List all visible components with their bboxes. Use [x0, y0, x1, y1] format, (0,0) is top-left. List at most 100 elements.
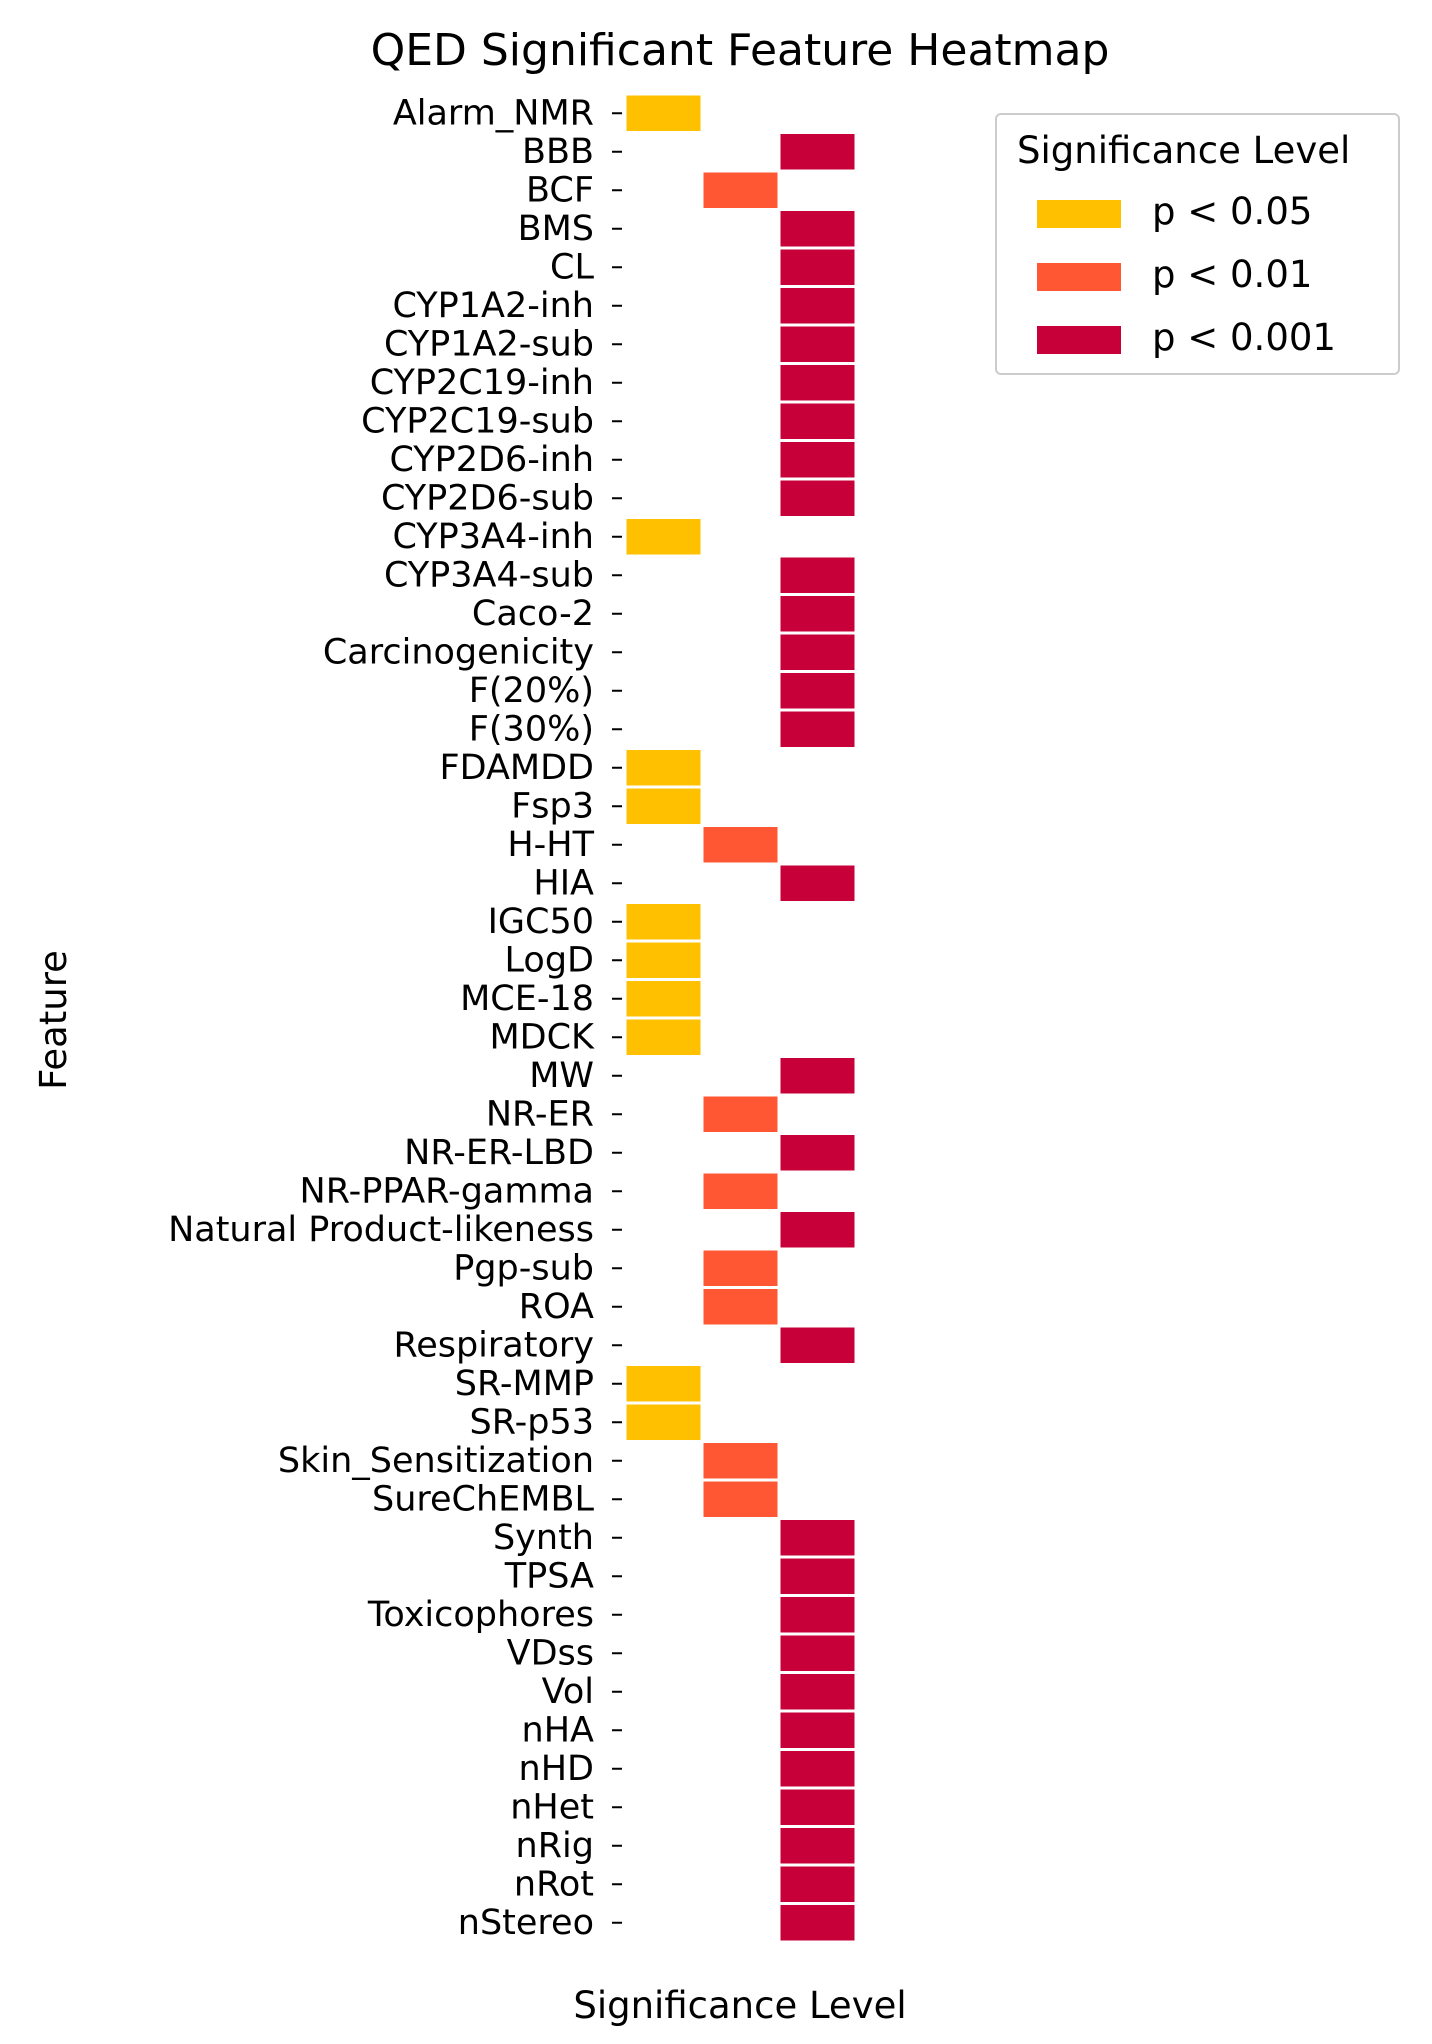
x-axis-label: Significance Level — [573, 1984, 906, 2027]
y-tick-label: TPSA — [504, 1556, 594, 1596]
y-tick-label: Alarm_NMR — [393, 93, 594, 133]
y-tick-label: Natural Product-likeness — [168, 1210, 594, 1250]
y-tick-label: CYP2D6-sub — [381, 478, 594, 518]
heatmap-cell — [777, 1902, 858, 1944]
y-tick-label: HIA — [533, 863, 594, 903]
y-tick-label: Carcinogenicity — [323, 632, 594, 672]
legend-swatch-p001 — [1037, 263, 1121, 291]
heatmap-cell — [777, 1786, 858, 1828]
heatmap-cell — [777, 131, 858, 173]
y-tick-label: CYP3A4-inh — [392, 517, 594, 557]
heatmap-cell — [777, 1324, 858, 1366]
heatmap-cell — [700, 1093, 781, 1135]
legend-label-p005: p < 0.05 — [1152, 190, 1313, 233]
y-tick-label: IGC50 — [488, 902, 594, 942]
y-tick-label: LogD — [505, 940, 594, 980]
heatmap-cell — [777, 362, 858, 404]
y-tick-label: BCF — [526, 170, 594, 210]
heatmap-cell — [777, 1594, 858, 1636]
y-tick-label: Synth — [493, 1518, 594, 1558]
heatmap-cell — [700, 1286, 781, 1328]
y-tick-label: CYP1A2-sub — [384, 324, 594, 364]
y-tick-label: Respiratory — [393, 1325, 594, 1365]
y-tick-label: BMS — [518, 209, 594, 249]
heatmap-cell — [700, 824, 781, 866]
heatmap-cell — [623, 747, 704, 789]
y-tick-label: CYP1A2-inh — [392, 286, 594, 326]
legend-title: Significance Level — [1017, 129, 1351, 172]
heatmap-cell — [777, 554, 858, 596]
heatmap-cell — [777, 208, 858, 250]
heatmap-cell — [623, 978, 704, 1020]
y-tick-label: ROA — [519, 1287, 594, 1327]
legend-label-p001: p < 0.01 — [1152, 253, 1313, 296]
y-tick-label: nRig — [516, 1826, 594, 1866]
heatmap-cell — [777, 400, 858, 442]
legend: Significance Level p < 0.05 p < 0.01 p <… — [995, 113, 1400, 375]
heatmap-cell — [623, 785, 704, 827]
heatmap-cell — [777, 285, 858, 327]
y-tick-label: CYP2D6-inh — [389, 440, 594, 480]
heatmap-cell — [777, 862, 858, 904]
y-tick-labels: Alarm_NMRBBBBCFBMSCLCYP1A2-inhCYP1A2-sub… — [168, 93, 595, 1943]
heatmap-cell — [777, 477, 858, 519]
y-tick-label: Fsp3 — [511, 786, 594, 826]
heatmap-cell — [700, 1440, 781, 1482]
y-axis-label: Feature — [32, 950, 75, 1090]
heatmap-cell — [777, 1825, 858, 1867]
heatmap-cells — [623, 92, 858, 1944]
heatmap-cell — [623, 92, 704, 134]
heatmap-cell — [777, 1863, 858, 1905]
heatmap-cell — [623, 1401, 704, 1443]
y-tick-label: Toxicophores — [367, 1595, 594, 1635]
y-tick-label: F(30%) — [469, 709, 594, 749]
heatmap-cell — [777, 1632, 858, 1674]
heatmap-cell — [777, 631, 858, 673]
heatmap-cell — [777, 1671, 858, 1713]
y-tick-label: FDAMDD — [439, 748, 594, 788]
legend-swatch-p005 — [1037, 200, 1121, 228]
y-tick-label: Pgp-sub — [453, 1248, 594, 1288]
y-tick-label: CYP2C19-inh — [370, 363, 594, 403]
heatmap-cell — [777, 1132, 858, 1174]
legend-label-p0001: p < 0.001 — [1152, 316, 1336, 359]
y-tick-label: Skin_Sensitization — [278, 1441, 594, 1481]
y-tick-label: MCE-18 — [460, 979, 594, 1019]
y-tick-label: MDCK — [489, 1017, 595, 1057]
heatmap-cell — [700, 169, 781, 211]
heatmap-cell — [777, 439, 858, 481]
y-tick-label: nHA — [522, 1710, 595, 1750]
y-axis-ticks — [612, 112, 622, 1924]
heatmap-cell — [623, 1016, 704, 1058]
legend-swatch-p0001 — [1037, 326, 1121, 354]
y-tick-label: SR-p53 — [470, 1402, 595, 1442]
heatmap-cell — [623, 516, 704, 558]
heatmap-cell — [777, 1709, 858, 1751]
y-tick-label: nHet — [510, 1787, 594, 1827]
heatmap-cell — [777, 1517, 858, 1559]
heatmap-cell — [777, 323, 858, 365]
y-tick-label: NR-ER — [486, 1094, 594, 1134]
heatmap-cell — [623, 1363, 704, 1405]
y-tick-label: SR-MMP — [455, 1364, 594, 1404]
heatmap-cell — [777, 1209, 858, 1251]
heatmap-cell — [777, 1055, 858, 1097]
y-tick-label: Vol — [542, 1672, 594, 1712]
y-tick-label: F(20%) — [469, 671, 594, 711]
chart-title: QED Significant Feature Heatmap — [371, 25, 1110, 76]
heatmap-cell — [777, 708, 858, 750]
heatmap-cell — [700, 1247, 781, 1289]
heatmap-cell — [700, 1170, 781, 1212]
heatmap-cell — [623, 939, 704, 981]
y-tick-label: SureChEMBL — [372, 1479, 594, 1519]
heatmap-cell — [623, 901, 704, 943]
y-tick-label: nRot — [514, 1864, 594, 1904]
heatmap-cell — [777, 593, 858, 635]
heatmap-cell — [777, 1555, 858, 1597]
y-tick-label: H-HT — [507, 825, 594, 865]
y-tick-label: CYP3A4-sub — [384, 555, 594, 595]
y-tick-label: nStereo — [458, 1903, 594, 1943]
y-tick-label: NR-PPAR-gamma — [300, 1171, 594, 1211]
y-tick-label: BBB — [522, 132, 594, 172]
